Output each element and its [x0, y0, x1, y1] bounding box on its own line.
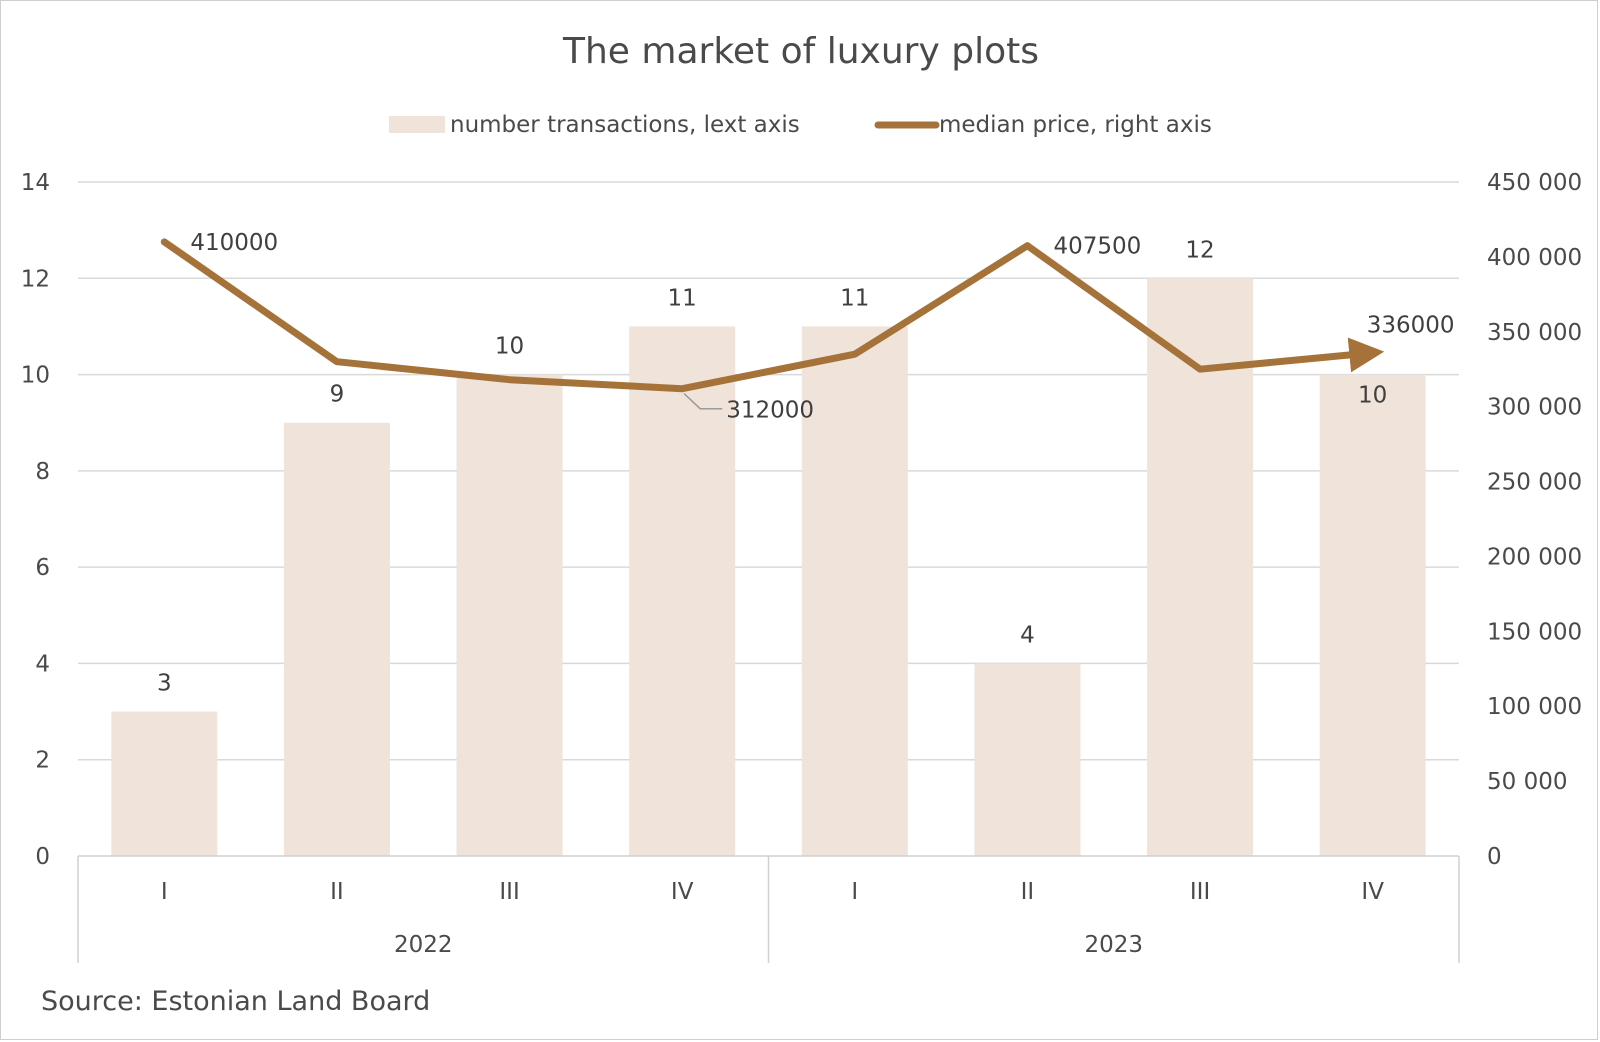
left-tick-label: 8	[35, 459, 50, 485]
x-group-label: 2023	[1084, 932, 1143, 958]
line-value-label: 410000	[190, 230, 278, 256]
data-labels: 3 9 10 11 11 4 12 10 410000 312000 407500 336000	[157, 230, 1455, 697]
left-tick-label: 12	[21, 266, 50, 292]
line-value-label: 407500	[1053, 234, 1141, 260]
left-tick-label: 10	[21, 363, 50, 389]
right-tick-label: 0	[1487, 844, 1502, 870]
bar-value-label: 10	[1358, 383, 1387, 409]
legend-label-bars: number transactions, lext axis	[450, 112, 800, 138]
bar	[1319, 374, 1426, 856]
left-axis-ticks: 0 2 4 6 8 10 12 14	[21, 170, 50, 870]
right-tick-label: 350 000	[1487, 320, 1582, 346]
left-tick-label: 6	[35, 555, 50, 581]
left-tick-label: 14	[21, 170, 50, 196]
left-tick-label: 2	[35, 748, 50, 774]
right-tick-label: 100 000	[1487, 694, 1582, 720]
bar-value-label: 11	[668, 285, 697, 311]
right-tick-label: 50 000	[1487, 769, 1567, 795]
x-tick-label: IV	[1361, 879, 1384, 905]
right-tick-label: 150 000	[1487, 619, 1582, 645]
bar-value-label: 3	[157, 671, 172, 697]
left-tick-label: 4	[35, 651, 50, 677]
x-tick-label: I	[851, 879, 858, 905]
line-value-label: 312000	[726, 398, 814, 424]
x-tick-label: II	[1021, 879, 1035, 905]
bar	[801, 326, 908, 856]
bar	[629, 326, 736, 856]
right-tick-label: 250 000	[1487, 470, 1582, 496]
bar-value-label: 11	[840, 285, 869, 311]
bar-value-label: 4	[1020, 622, 1035, 648]
bar-value-label: 12	[1185, 237, 1214, 263]
bar-value-label: 10	[495, 334, 524, 360]
chart-title: The market of luxury plots	[562, 31, 1039, 72]
x-tick-label: III	[499, 879, 519, 905]
bar	[111, 711, 218, 856]
x-tick-label: IV	[671, 879, 694, 905]
line-value-label: 336000	[1367, 313, 1455, 339]
x-group-label: 2022	[394, 932, 453, 958]
bar-series	[111, 278, 1426, 856]
legend: number transactions, lext axis median pr…	[389, 112, 1212, 138]
left-tick-label: 0	[35, 844, 50, 870]
bar	[283, 422, 390, 856]
median-price-line	[160, 238, 1385, 393]
bar	[456, 374, 563, 856]
source-note: Source: Estonian Land Board	[41, 986, 430, 1017]
right-tick-label: 400 000	[1487, 245, 1582, 271]
line-series	[160, 238, 1385, 393]
x-tick-label: III	[1190, 879, 1210, 905]
bar-value-label: 9	[330, 382, 345, 408]
right-tick-label: 300 000	[1487, 395, 1582, 421]
right-axis-ticks: 0 50 000 100 000 150 000 200 000 250 000 300 0…	[1487, 170, 1582, 870]
right-tick-label: 200 000	[1487, 544, 1582, 570]
legend-swatch-bars	[389, 116, 445, 133]
bar	[974, 663, 1081, 856]
right-tick-label: 450 000	[1487, 170, 1582, 196]
legend-label-line: median price, right axis	[939, 112, 1212, 138]
leader-line	[683, 393, 723, 410]
x-tick-label: I	[161, 879, 168, 905]
bar	[1147, 278, 1254, 856]
x-tick-label: II	[330, 879, 344, 905]
